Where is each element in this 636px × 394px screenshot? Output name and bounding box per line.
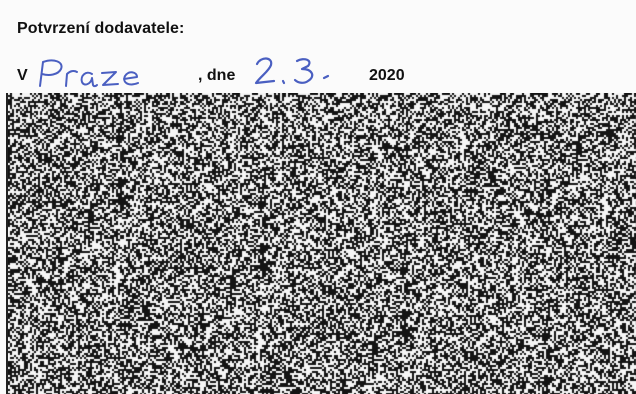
date-prefix: , dne <box>198 67 236 84</box>
supplier-confirmation-heading: Potvrzení dodavatele: <box>17 20 185 37</box>
place-prefix: V <box>17 67 28 84</box>
handwritten-date <box>254 57 330 85</box>
date-year: 2020 <box>369 67 405 84</box>
redacted-signature-area <box>6 93 636 394</box>
handwritten-place <box>39 59 139 88</box>
place-date-line: V , dne <box>17 56 617 90</box>
